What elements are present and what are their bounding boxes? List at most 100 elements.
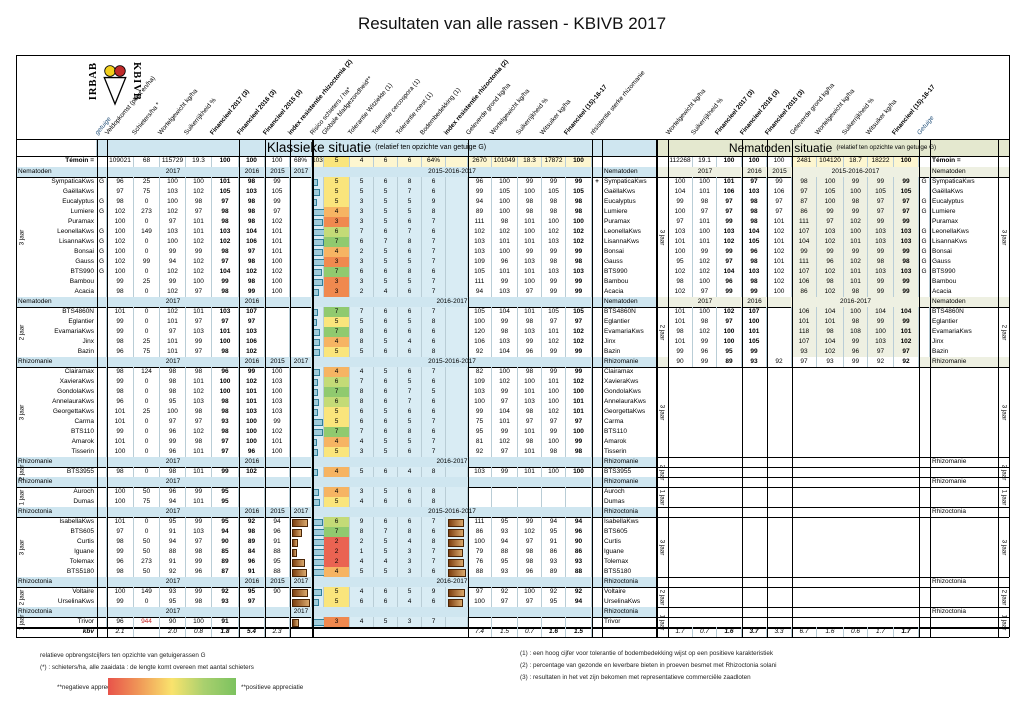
bladgezondheid-cell: 4 <box>324 567 350 577</box>
value-cell: 99 <box>717 287 742 297</box>
value-cell: 98 <box>212 407 239 417</box>
bladgezondheid-cell: 5 <box>324 317 350 327</box>
value-cell: 99 <box>844 207 868 217</box>
getuige-marker <box>919 287 930 297</box>
tolerance-cell: 6 <box>398 287 422 297</box>
value-cell: 96 <box>212 367 239 377</box>
value-cell: 90 <box>566 537 592 547</box>
tolerance-cell: 2 <box>350 287 374 297</box>
tolerance-cell: 4 <box>350 617 374 627</box>
band-value: 92 <box>767 357 792 367</box>
rhizomanie-resistance-marker <box>592 537 602 547</box>
variety-name: LeonellaKws <box>604 227 641 235</box>
value-cell: 101 <box>518 237 542 247</box>
value-cell: 101 <box>844 267 868 277</box>
value-cell: 103 <box>668 227 693 237</box>
value-cell: 100 <box>566 217 592 227</box>
getuige-marker <box>919 307 930 317</box>
value-cell: 96 <box>239 447 265 457</box>
bladgezondheid-cell: 5 <box>324 187 350 197</box>
legend-positive-label: **positieve appreciatie <box>241 684 304 691</box>
tolerance-cell: 5 <box>374 207 398 217</box>
variety-name: Bambou <box>69 277 94 285</box>
jaar-label: 2 jaar <box>18 589 26 605</box>
rhizoctonia-index-box <box>292 548 297 557</box>
value-cell <box>767 307 792 317</box>
variety-name: Eglantier <box>68 317 94 325</box>
tolerance-cell: 7 <box>398 187 422 197</box>
value-cell: 101 <box>239 387 265 397</box>
section-band <box>16 577 656 587</box>
tolerance-cell: 3 <box>398 557 422 567</box>
value-cell: 101 <box>160 337 186 347</box>
value-cell: 98 <box>107 197 134 207</box>
value-cell: 99 <box>767 177 792 187</box>
value-cell: 100 <box>468 597 492 607</box>
value-cell: 104 <box>492 347 518 357</box>
value-cell: 100 <box>107 587 134 597</box>
tolerance-cell: 7 <box>350 307 374 317</box>
variety-name: GeorgettaKws <box>52 407 94 415</box>
value-cell: 0 <box>134 437 160 447</box>
variety-name: BTS3955 <box>66 467 94 475</box>
rhizoctonia-index-cell <box>290 587 312 597</box>
tolerance-cell: 4 <box>374 557 398 567</box>
variety-name: SympaticaKws <box>604 177 647 185</box>
value-cell: 0 <box>134 597 160 607</box>
rhizomanie-resistance-marker <box>592 287 602 297</box>
value-cell: 99 <box>468 187 492 197</box>
value-cell: 97 <box>160 217 186 227</box>
bladgezondheid-cell: 6 <box>324 397 350 407</box>
getuige-marker <box>97 407 107 417</box>
value-cell: 106 <box>792 307 817 317</box>
value-cell: 97 <box>668 217 693 227</box>
tolerance-cell: 8 <box>422 537 446 547</box>
value-cell: 101 <box>767 257 792 267</box>
tolerance-cell: 7 <box>374 237 398 247</box>
right-column-header-n5: Financieel (15)-16-17 <box>890 83 937 137</box>
variety-name: Eucalyptus <box>932 197 964 205</box>
value-cell: 0 <box>134 517 160 527</box>
value-cell: 101 <box>186 497 212 507</box>
rhizoctonia-index-cell <box>290 617 312 627</box>
variety-name: Eglantier <box>604 317 630 325</box>
grid-line <box>16 587 1009 588</box>
value-cell: 0 <box>134 447 160 457</box>
getuige-marker: G <box>97 177 107 187</box>
year-label <box>312 607 592 617</box>
tolerance-cell: 6 <box>398 367 422 377</box>
grid-line <box>919 139 920 637</box>
year-label: 2017 <box>697 167 713 175</box>
variety-name: BTS5180 <box>66 567 94 575</box>
rhizoctonia-index-cell <box>446 257 468 267</box>
rhizomanie-resistance-marker <box>592 497 602 507</box>
nematoden-band <box>656 139 1009 156</box>
variety-name: Acacia <box>74 287 94 295</box>
value-cell: 101 <box>542 327 566 337</box>
value-cell: 50 <box>134 547 160 557</box>
tolerance-cell: 7 <box>422 447 446 457</box>
grid-line <box>16 617 1009 618</box>
band-spacer <box>16 139 97 156</box>
tolerance-cell: 7 <box>398 397 422 407</box>
value-cell: 98 <box>518 547 542 557</box>
value-cell: 101 <box>492 237 518 247</box>
value-cell: 94 <box>212 527 239 537</box>
variety-name: Bazin <box>604 347 621 355</box>
variety-name: Voltaire <box>72 587 94 595</box>
tolerance-cell: 5 <box>350 317 374 327</box>
rhizoctonia-index-cell <box>290 267 312 277</box>
value-cell: 91 <box>160 527 186 537</box>
value-cell: 97 <box>894 207 919 217</box>
kbv-value: 1.7 <box>668 627 693 637</box>
value-cell: 97 <box>186 207 212 217</box>
value-cell: 50 <box>134 567 160 577</box>
value-cell: 99 <box>186 587 212 597</box>
tolerance-cell: 3 <box>350 197 374 207</box>
value-cell: 102 <box>265 217 290 227</box>
tolerance-cell: 6 <box>398 407 422 417</box>
year-label: 2015 <box>270 167 285 175</box>
kbv-value: 1.7 <box>868 627 894 637</box>
year-label: 2017 <box>293 167 309 175</box>
value-cell: 97 <box>492 397 518 407</box>
